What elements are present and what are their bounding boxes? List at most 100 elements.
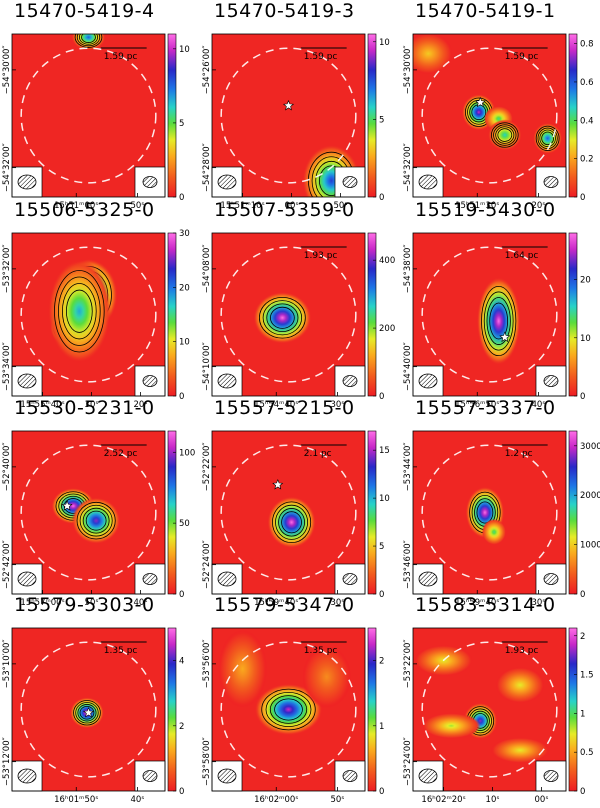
colorbar-tick-label: 5 — [379, 542, 384, 552]
contour-line — [265, 691, 312, 728]
contour-line — [262, 300, 303, 336]
colorbar-tick-label: 20 — [179, 283, 190, 293]
beam-ellipse — [418, 768, 438, 784]
x-tick-label: 15ʰ59ᵐ40ˢ — [254, 598, 298, 608]
colorbar-tick-label: 3000 — [580, 442, 600, 452]
scale-label: 1.64 pc — [505, 251, 539, 261]
map-frame — [412, 232, 567, 397]
x-tick-label: 50ˢ — [330, 795, 344, 805]
beam-ellipse — [217, 373, 237, 389]
colorbar — [367, 627, 377, 792]
panel-title: 15583-5314-0 — [415, 594, 556, 616]
emission-blob — [481, 519, 507, 546]
panel-title: 15557-5337-0 — [415, 397, 556, 419]
colorbar-tick-label: 400 — [379, 256, 395, 266]
x-tick-label: 40ˢ — [134, 598, 148, 608]
field-of-view-circle — [20, 246, 157, 383]
panel-title: 15506-5325-0 — [14, 199, 155, 221]
scale-label: 2.1 pc — [304, 449, 332, 459]
map-panel: 15ʰ55ᵐ40ˢ 30ˢ 20ˢ −53°32′00″ −53°34′00″ 30 20 1… — [2, 229, 190, 410]
contour-line — [275, 504, 309, 540]
y-tick-label: −53°22′00″ — [403, 639, 413, 688]
field-of-view-circle — [220, 641, 357, 778]
emission-blob — [476, 276, 521, 366]
contour-line — [73, 700, 101, 726]
panel-title: 15530-5231-0 — [14, 397, 155, 419]
contour-line — [74, 34, 103, 48]
beam-ellipse — [17, 571, 37, 587]
colorbar-tick-label: 0 — [179, 787, 184, 797]
colorbar — [167, 627, 177, 792]
x-tick-label: 30ˢ — [531, 598, 545, 608]
contour-line — [82, 507, 110, 534]
map-panel: 1.35 pc 16ʰ02ᵐ00ˢ 50ˢ −53°56′00″ −53°58′00″ 2… — [202, 627, 384, 805]
map-frame — [412, 430, 567, 595]
colorbar-tick-label: 0 — [379, 392, 384, 402]
star-marker — [499, 331, 511, 343]
colorbar-tick-label: 100 — [179, 448, 195, 458]
x-tick-label: 15ʰ54ᵐ40ˢ — [254, 400, 298, 410]
x-tick-label: 15ʰ59ᵐ40ˢ — [455, 598, 499, 608]
beam-ellipse — [17, 174, 37, 190]
scale-label: 1.35 pc — [304, 646, 338, 656]
beam-ellipse — [342, 770, 358, 782]
colorbar-tick-label: 2 — [580, 632, 585, 642]
map-frame — [211, 430, 366, 595]
colorbar — [167, 232, 177, 397]
field-of-view-circle — [421, 246, 558, 383]
panel-title: 15470-5419-4 — [14, 0, 155, 22]
y-tick-label: −53°24′00″ — [403, 737, 413, 786]
contour-line — [497, 128, 513, 142]
star-marker — [272, 479, 284, 490]
map-frame — [11, 430, 166, 595]
scale-label: 1.59 pc — [104, 52, 138, 62]
beam-ellipse — [142, 375, 158, 387]
colorbar-tick-label: 0 — [379, 590, 384, 600]
x-tick-label: 40ˢ — [130, 795, 144, 805]
contour-line — [539, 129, 556, 148]
contour-line — [79, 504, 113, 537]
colorbar-tick-label: 2 — [379, 657, 384, 667]
colorbar-tick-label: 0.5 — [580, 748, 594, 758]
contour-line — [261, 688, 316, 731]
colorbar-tick-label: 0.4 — [580, 116, 594, 126]
colorbar — [367, 430, 377, 595]
x-tick-label: 20ˢ — [134, 400, 148, 410]
panel-title: 15519-5430-0 — [415, 199, 556, 221]
scale-label: 1.93 pc — [505, 646, 539, 656]
map-frame — [412, 33, 567, 198]
map-panel: 1.35 pc 16ʰ01ᵐ50ˢ 40ˢ −53°10′00″ −53°12′00″ 4… — [2, 627, 184, 805]
y-tick-label: −53°46′00″ — [403, 540, 413, 589]
contour-line — [266, 303, 299, 333]
scale-label: 1.2 pc — [505, 449, 533, 459]
panel-title: 15470-5419-3 — [214, 0, 355, 22]
field-of-view-circle — [421, 47, 558, 184]
x-tick-label: 50ˢ — [334, 201, 348, 211]
map-panel: 1.64 pc 15ʰ56ᵐ50ˢ 40ˢ −54°38′00″ −54°40′00″ 2… — [403, 232, 591, 410]
colorbar — [568, 232, 578, 397]
y-tick-label: −54°30′00″ — [403, 45, 413, 94]
map-panel: 1.59 pc 15ʰ51ᵐ00ˢ 50ˢ −54°30′00″ −54°32′00″ 1… — [2, 33, 190, 211]
y-tick-label: −53°10′00″ — [2, 639, 12, 688]
colorbar-tick-label: 0 — [580, 392, 585, 402]
emission-blob — [267, 496, 317, 549]
colorbar-tick-label: 2000 — [580, 491, 600, 501]
y-tick-label: −52°22′00″ — [202, 442, 212, 491]
colorbar-tick-label: 50 — [179, 519, 190, 529]
beam-ellipse — [543, 573, 559, 585]
contour-line — [79, 706, 95, 720]
colorbar-tick-label: 1 — [379, 722, 384, 732]
beam-ellipse — [217, 768, 237, 784]
colorbar-tick-label: 1.5 — [580, 671, 594, 681]
x-tick-label: 15ʰ56ᵐ50ˢ — [455, 400, 499, 410]
map-panel: 1.93 pc 16ʰ02ᵐ20ˢ 10ˢ 00ˢ −53°22′00″ −53°24′0… — [403, 627, 594, 805]
contour-line — [476, 501, 494, 524]
colorbar-tick-label: 10 — [179, 338, 190, 348]
star-marker — [61, 500, 73, 511]
beam-ellipse — [217, 571, 237, 587]
y-tick-label: −53°56′00″ — [202, 639, 212, 688]
x-tick-label: 20ˢ — [531, 201, 545, 211]
y-tick-label: −52°24′00″ — [202, 540, 212, 589]
x-tick-label: 16ʰ02ᵐ00ˢ — [254, 795, 298, 805]
